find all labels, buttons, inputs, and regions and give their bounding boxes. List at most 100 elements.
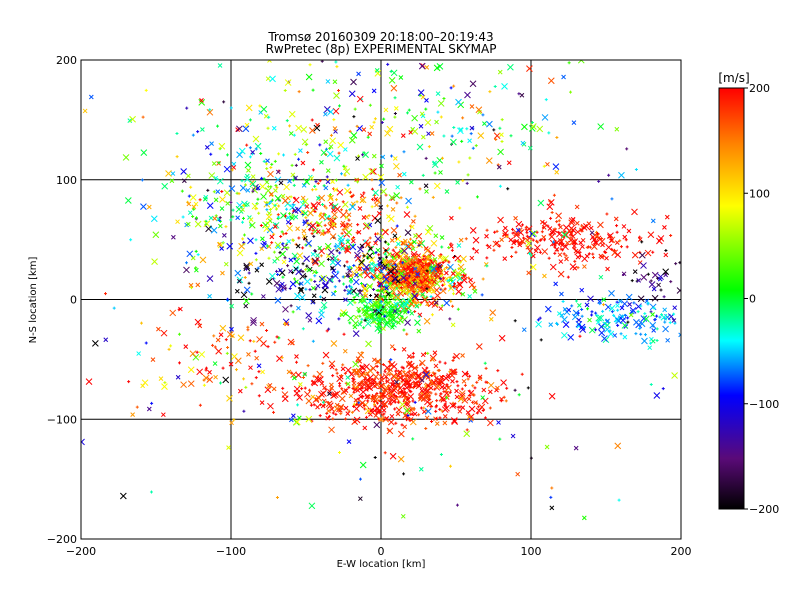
data-point — [474, 249, 479, 254]
colorbar-tick-label: 100 — [749, 187, 770, 200]
data-point — [359, 365, 364, 370]
data-point — [343, 168, 351, 175]
data-point — [334, 198, 338, 202]
data-point — [312, 403, 316, 407]
data-point — [638, 235, 642, 239]
data-point — [420, 94, 426, 100]
data-point — [382, 405, 386, 409]
data-point — [315, 404, 320, 410]
data-point — [319, 211, 323, 215]
data-point — [468, 281, 476, 289]
data-point — [81, 438, 85, 446]
data-point — [381, 305, 385, 309]
data-point — [140, 178, 144, 182]
data-point — [649, 303, 657, 311]
data-point — [403, 392, 407, 396]
data-point — [469, 80, 477, 88]
data-point — [343, 264, 347, 268]
data-point — [301, 246, 305, 250]
data-point — [650, 338, 656, 344]
data-point — [649, 279, 653, 283]
data-point — [217, 223, 223, 229]
data-point — [230, 333, 235, 339]
data-point — [442, 282, 446, 286]
data-point — [388, 77, 396, 84]
data-point — [665, 337, 671, 343]
data-point — [549, 216, 553, 220]
data-point — [496, 369, 500, 373]
data-point — [498, 126, 502, 130]
data-point — [277, 336, 281, 340]
data-point — [527, 145, 533, 151]
data-point — [411, 259, 415, 263]
data-point — [548, 322, 554, 327]
data-point — [218, 142, 226, 150]
data-point — [504, 233, 509, 239]
data-point — [194, 220, 202, 228]
data-point — [632, 269, 638, 274]
data-point — [365, 371, 370, 377]
data-point — [324, 206, 328, 210]
data-point — [325, 168, 331, 173]
data-point — [390, 316, 396, 322]
data-point — [568, 231, 574, 236]
data-point — [540, 219, 545, 225]
data-point — [268, 192, 274, 197]
data-point — [305, 240, 313, 247]
data-point — [379, 373, 383, 377]
data-point — [413, 278, 417, 282]
data-point — [298, 294, 306, 301]
data-point — [276, 273, 280, 277]
data-point — [497, 69, 503, 75]
data-point — [388, 303, 394, 309]
data-point — [374, 68, 380, 73]
data-point — [283, 88, 287, 92]
data-point — [649, 341, 653, 345]
data-point — [347, 288, 354, 296]
data-point — [313, 274, 317, 278]
data-point — [314, 180, 318, 184]
data-point — [363, 263, 370, 271]
data-point — [562, 243, 569, 251]
data-point — [187, 366, 195, 374]
data-point — [468, 156, 472, 160]
data-point — [389, 413, 395, 419]
data-point — [219, 246, 225, 251]
data-point — [313, 209, 317, 213]
data-point — [541, 225, 547, 230]
data-point — [364, 407, 372, 415]
data-point — [354, 251, 361, 259]
data-point — [254, 376, 258, 380]
data-point — [467, 294, 473, 299]
data-point — [468, 393, 472, 397]
data-point — [488, 406, 492, 410]
data-point — [170, 171, 176, 176]
data-point — [565, 240, 570, 246]
data-point — [521, 223, 525, 227]
data-point — [574, 220, 580, 226]
data-point — [358, 394, 364, 400]
data-point — [376, 371, 380, 375]
data-point — [506, 160, 512, 166]
data-point — [457, 127, 464, 135]
data-point — [346, 238, 350, 242]
data-point — [369, 261, 374, 267]
data-point — [418, 62, 426, 70]
data-point — [351, 376, 355, 380]
data-point — [353, 107, 357, 111]
data-point — [422, 254, 426, 258]
data-point — [419, 111, 425, 117]
data-point — [349, 203, 357, 211]
data-point — [348, 321, 352, 325]
data-point — [555, 135, 559, 139]
data-point — [591, 255, 595, 259]
data-point — [466, 377, 470, 381]
data-point — [374, 202, 379, 208]
data-point — [389, 344, 395, 349]
data-point — [88, 94, 94, 100]
data-point — [406, 354, 412, 359]
data-point — [192, 207, 196, 211]
data-point — [185, 221, 191, 227]
data-point — [579, 287, 585, 293]
data-point — [397, 317, 404, 324]
